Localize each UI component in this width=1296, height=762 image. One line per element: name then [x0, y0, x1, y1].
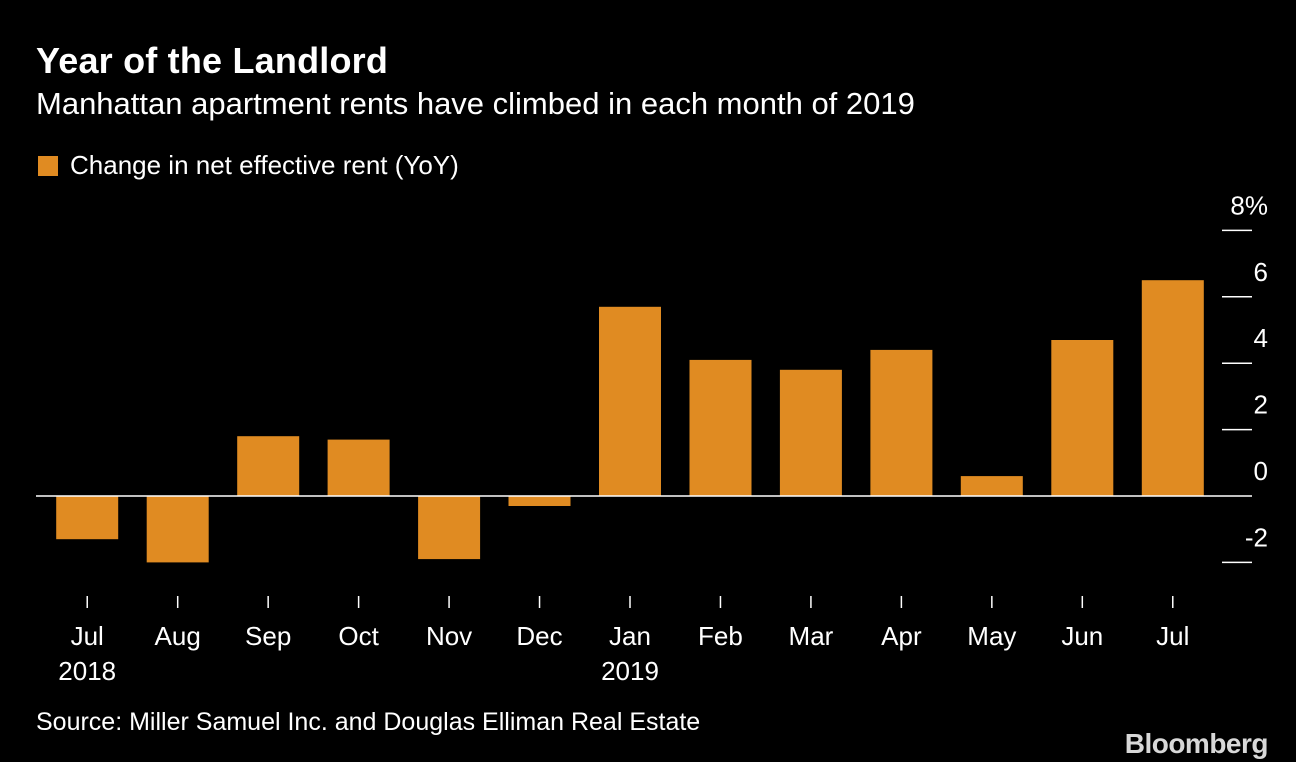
chart-subtitle: Manhattan apartment rents have climbed i…	[36, 86, 915, 121]
x-tick-label-0: Jul	[71, 621, 104, 651]
x-tick-label-3: Oct	[338, 621, 379, 651]
chart-title: Year of the Landlord	[36, 40, 389, 81]
y-axis: -2 0 2 4 6 8%	[1222, 190, 1268, 564]
x-tick-label-5: Dec	[516, 621, 562, 651]
bar-2	[237, 436, 300, 496]
x-year-label-6: 2019	[601, 656, 659, 686]
y-tick-label-5: 8%	[1230, 190, 1268, 220]
y-tick-label-0: -2	[1245, 522, 1268, 552]
x-tick-label-9: Apr	[881, 621, 922, 651]
y-tick-label-3: 4	[1254, 323, 1268, 353]
bar-12	[1141, 280, 1204, 496]
legend-swatch	[38, 155, 58, 176]
bloomberg-logo: Bloomberg	[1124, 728, 1269, 759]
y-tick-label-1: 0	[1254, 456, 1268, 486]
bar-11	[1051, 340, 1114, 496]
x-tick-label-8: Mar	[789, 621, 834, 651]
x-tick-label-4: Nov	[426, 621, 472, 651]
bar-5	[508, 496, 571, 506]
bar-8	[779, 369, 842, 496]
x-tick-label-1: Aug	[155, 621, 201, 651]
bar-chart: -2 0 2 4 6 8% Jul 2018 Aug Sep Oct Nov Dec Jan 2019 Fe…	[36, 190, 1268, 686]
bar-3	[327, 439, 390, 496]
bar-7	[689, 359, 752, 496]
x-year-label-0: 2018	[58, 656, 116, 686]
x-tick-label-7: Feb	[698, 621, 743, 651]
y-tick-label-2: 2	[1254, 390, 1268, 420]
x-axis: Jul 2018 Aug Sep Oct Nov Dec Jan 2019 Feb Mar Apr Ma…	[58, 596, 1189, 686]
x-tick-label-11: Jun	[1061, 621, 1103, 651]
x-tick-label-2: Sep	[245, 621, 291, 651]
x-tick-label-12: Jul	[1156, 621, 1189, 651]
x-tick-label-6: Jan	[609, 621, 651, 651]
bars-group	[56, 280, 1204, 563]
bar-4	[418, 496, 481, 560]
bar-10	[960, 476, 1023, 496]
bar-0	[56, 496, 119, 540]
bar-6	[599, 306, 661, 496]
legend: Change in net effective rent (YoY)	[38, 150, 459, 181]
bar-1	[146, 496, 209, 563]
y-tick-label-4: 6	[1254, 257, 1268, 287]
x-tick-label-10: May	[967, 621, 1016, 651]
bar-9	[870, 349, 933, 496]
source-note: Source: Miller Samuel Inc. and Douglas E…	[36, 708, 701, 736]
legend-label: Change in net effective rent (YoY)	[70, 150, 459, 180]
